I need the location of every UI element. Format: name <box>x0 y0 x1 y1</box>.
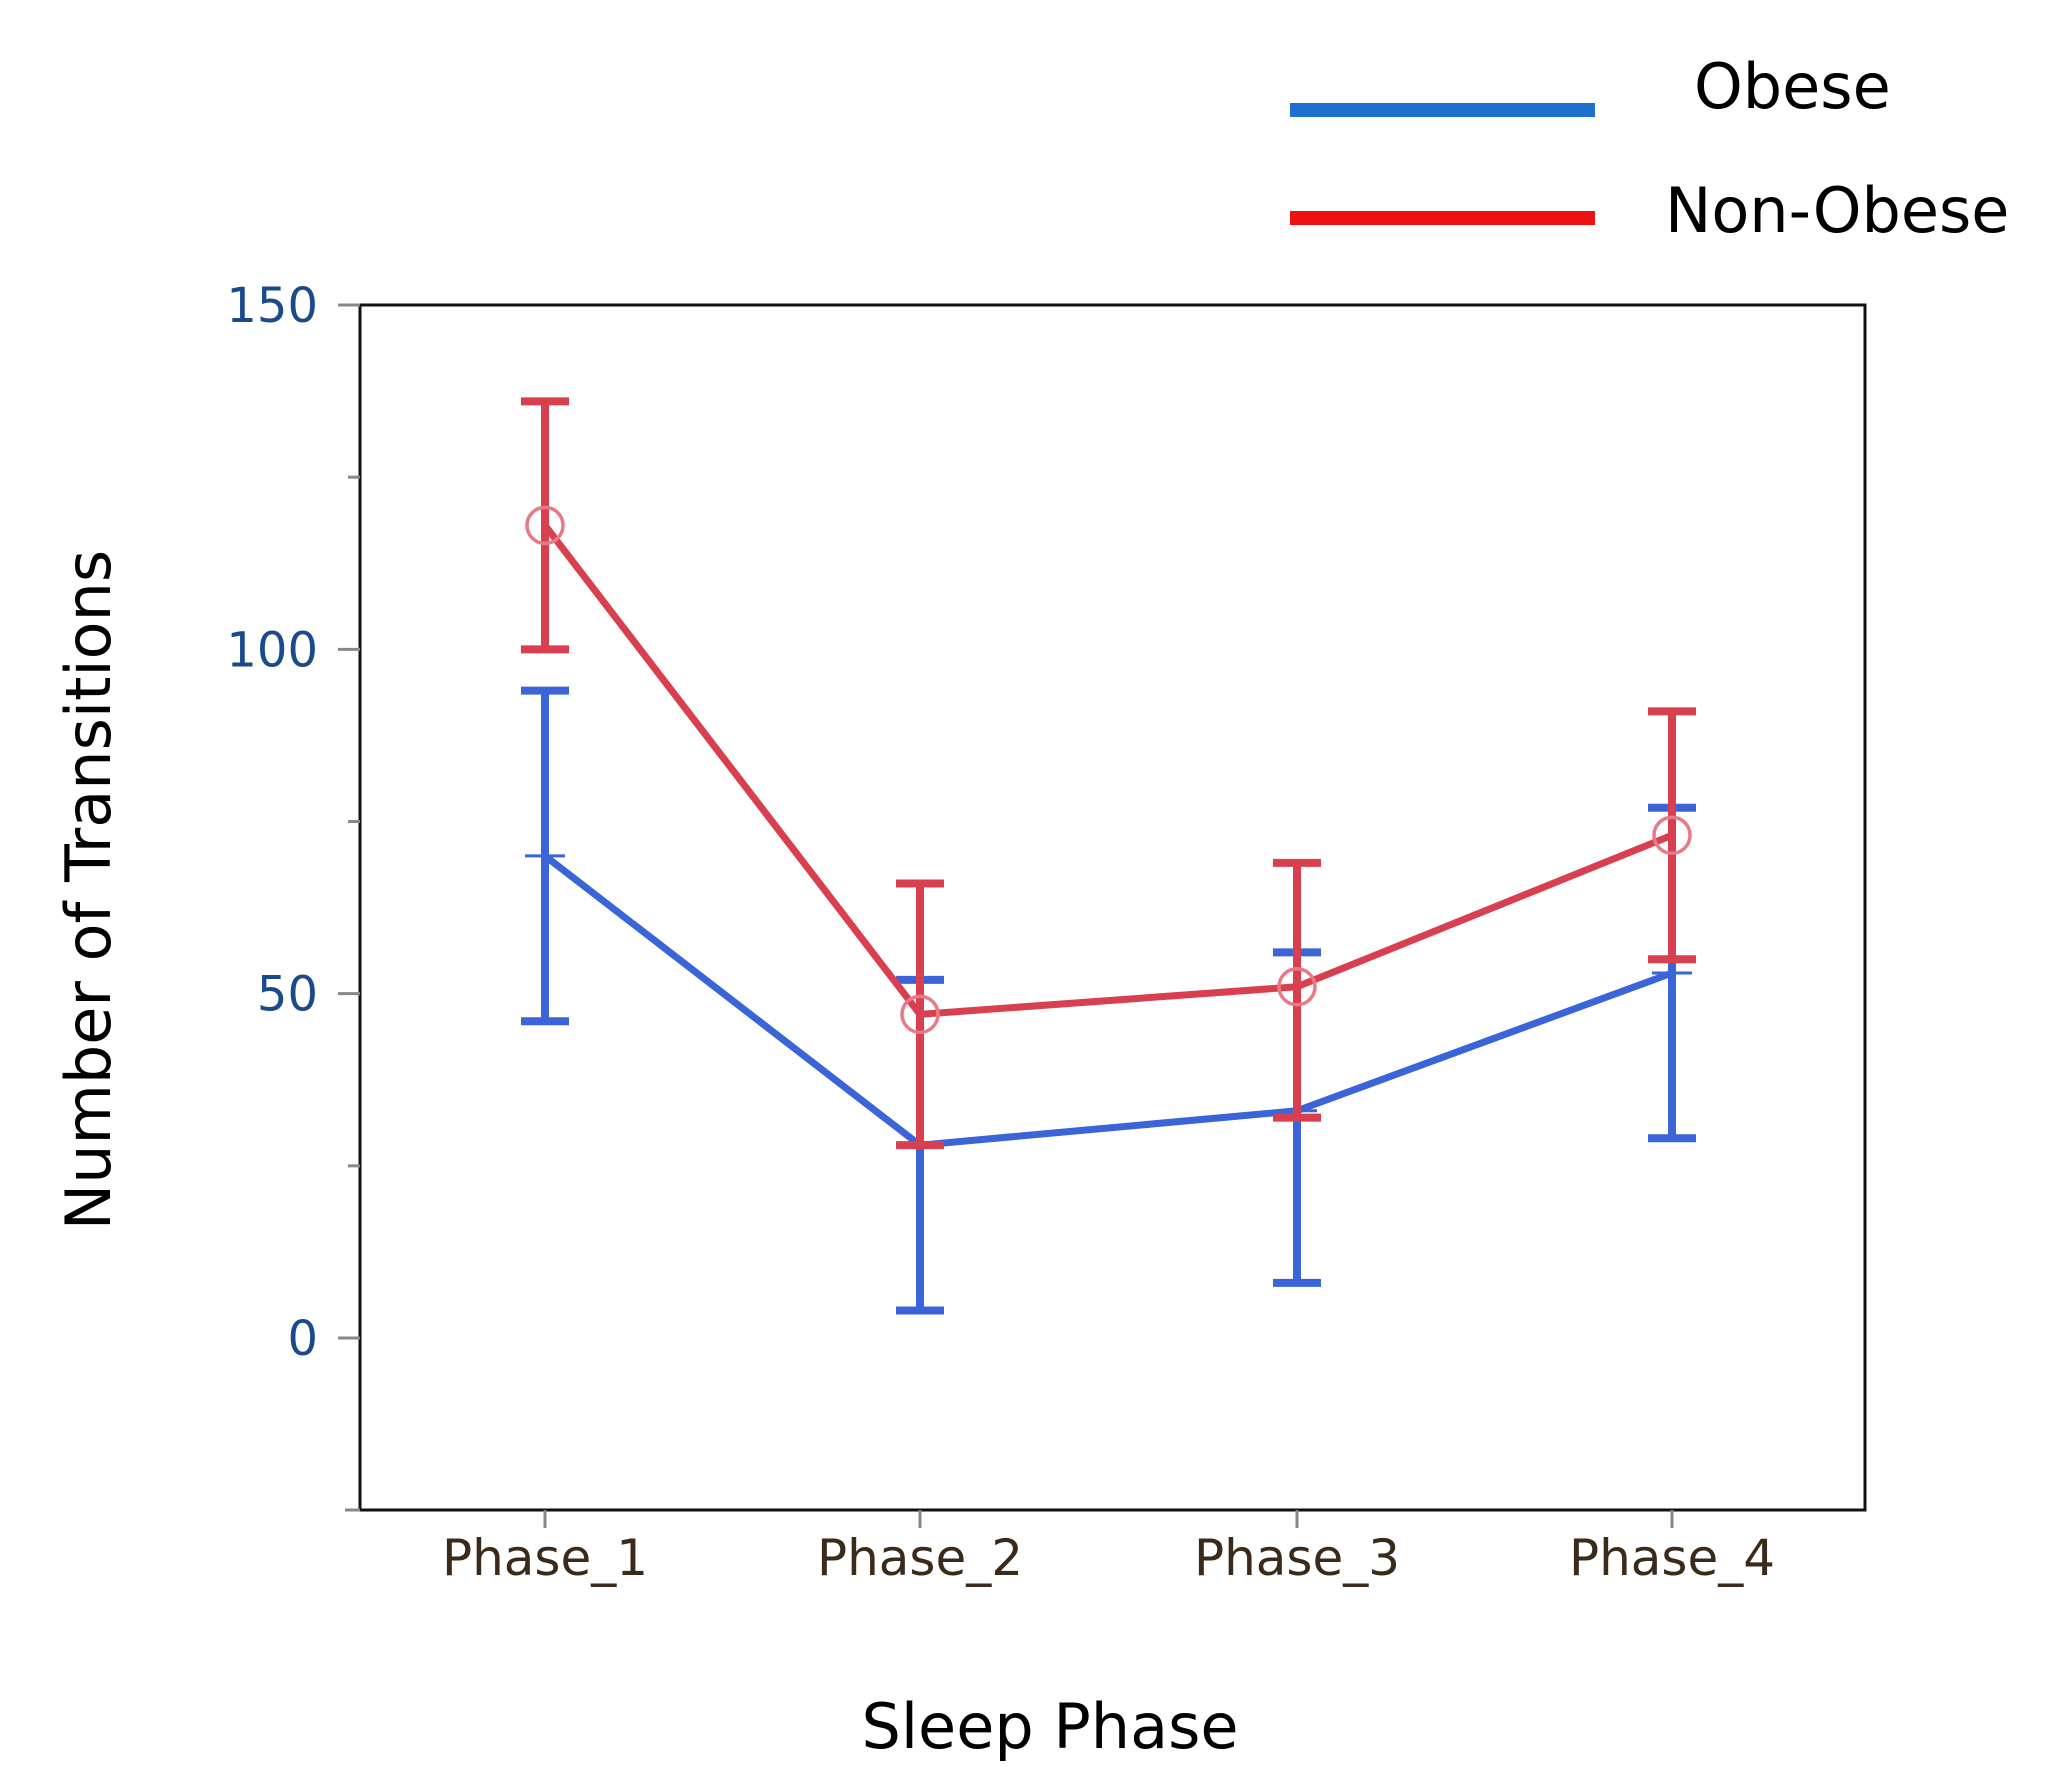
point-non-obese-Phase_4 <box>1652 815 1692 856</box>
errorbar-non-obese-Phase_1 <box>521 397 569 654</box>
point-non-obese-Phase_2 <box>900 994 940 1035</box>
x-tick-label-Phase_3: Phase_3 <box>1194 1529 1400 1587</box>
y-tick-label-0: 0 <box>287 1311 318 1367</box>
x-tick-label-Phase_1: Phase_1 <box>442 1529 648 1587</box>
x-axis: Phase_1 Phase_2 Phase_3 Phase_4 <box>442 1510 1775 1587</box>
x-axis-title: Sleep Phase <box>861 1690 1238 1763</box>
x-tick-label-Phase_2: Phase_2 <box>817 1529 1023 1587</box>
x-tick-label-Phase_4: Phase_4 <box>1569 1529 1775 1587</box>
series-layer <box>521 397 1696 1315</box>
legend-label-obese: Obese <box>1694 50 1891 123</box>
legend: Obese Non-Obese <box>1290 50 2009 247</box>
series-line-non-obese <box>542 523 1674 1018</box>
series-non-obese <box>521 397 1696 1150</box>
plot-area-frame <box>358 303 1867 1512</box>
y-tick-label-100: 100 <box>226 622 318 678</box>
legend-label-non-obese: Non-Obese <box>1665 174 2009 247</box>
y-tick-label-150: 150 <box>226 278 318 334</box>
point-non-obese-Phase_3 <box>1277 967 1317 1007</box>
y-axis-title: Number of Transitions <box>52 550 125 1230</box>
point-non-obese-Phase_1 <box>525 505 565 546</box>
y-tick-label-50: 50 <box>257 967 318 1023</box>
series-line-obese <box>542 853 1674 1149</box>
y-axis: 0 50 100 150 <box>226 278 360 1512</box>
